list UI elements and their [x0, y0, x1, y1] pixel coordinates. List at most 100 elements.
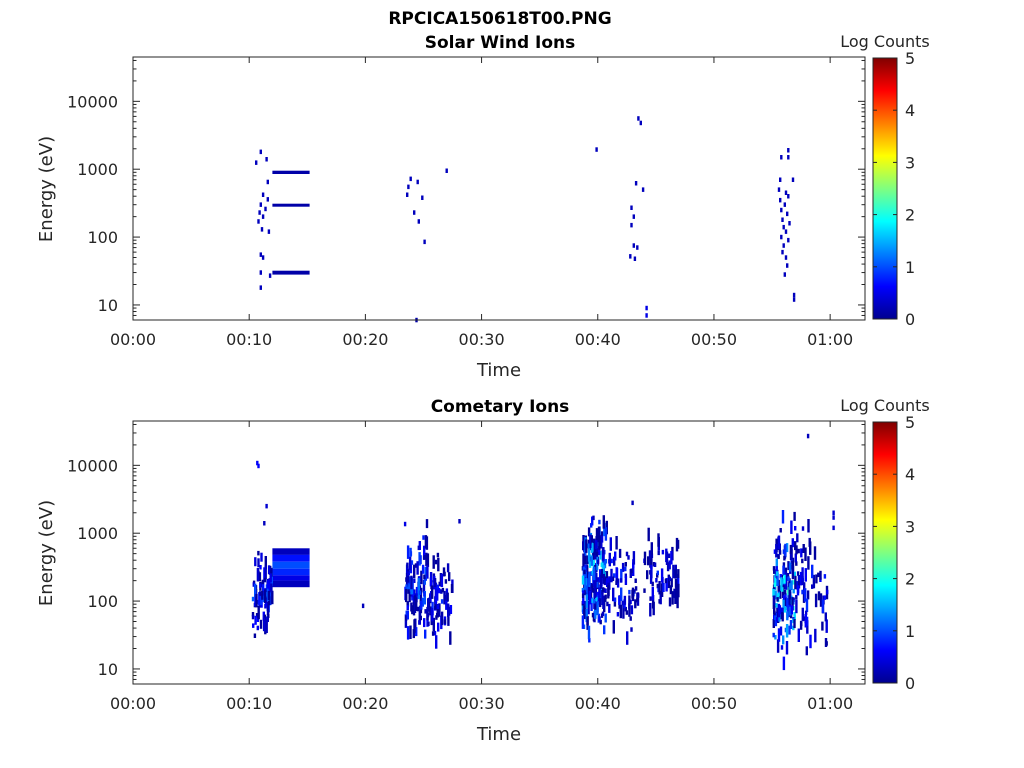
data-cell — [795, 561, 798, 566]
data-cell — [257, 463, 260, 469]
data-cell — [782, 656, 786, 671]
data-cell — [776, 639, 780, 653]
data-cell — [269, 591, 272, 606]
data-cell — [639, 120, 642, 126]
data-cell — [594, 609, 597, 619]
data-cell — [619, 604, 622, 619]
data-cell — [780, 577, 783, 591]
data-cell — [780, 155, 783, 160]
data-cell — [413, 564, 416, 579]
data-cell — [418, 541, 421, 550]
data-cell — [660, 568, 664, 582]
data-cell — [670, 578, 673, 588]
data-cell — [675, 589, 678, 599]
data-cell — [267, 229, 271, 234]
data-cell — [610, 568, 613, 583]
data-cell — [805, 616, 809, 626]
data-cell — [616, 578, 620, 588]
data-cell — [636, 245, 639, 250]
colorbar-tick-label: 5 — [905, 413, 915, 432]
data-cell — [407, 569, 410, 583]
data-cell — [787, 194, 790, 199]
data-cell — [660, 583, 664, 597]
data-cell — [804, 610, 808, 616]
data-cell — [259, 202, 262, 207]
data-cell — [261, 214, 265, 219]
data-cell — [782, 243, 785, 248]
data-cell — [796, 571, 800, 576]
data-cell — [256, 625, 259, 631]
data-cell — [804, 568, 807, 582]
data-cell — [813, 546, 817, 560]
data-cell — [668, 597, 672, 607]
data-cell — [418, 590, 422, 595]
data-cell — [782, 595, 786, 600]
data-cell — [446, 592, 449, 602]
data-cell — [415, 586, 419, 596]
data-cell — [595, 528, 599, 542]
data-cell — [777, 554, 780, 559]
data-cell — [621, 562, 625, 572]
data-cell — [591, 583, 594, 589]
band — [272, 203, 310, 207]
data-cell — [602, 564, 605, 574]
data-cell — [596, 601, 599, 616]
data-cell — [270, 583, 273, 593]
data-cell — [417, 606, 420, 612]
data-cell — [361, 603, 365, 609]
data-cell — [777, 579, 780, 594]
data-cell — [255, 593, 258, 608]
x-axis: 00:00 00:10 00:20 00:30 00:40 00:50 01:00 — [110, 421, 853, 713]
data-cell — [632, 243, 635, 248]
data-cell — [443, 590, 446, 605]
data-cell — [667, 553, 671, 558]
data-cell — [648, 550, 652, 560]
data-cell — [436, 552, 440, 558]
data-cell — [414, 563, 418, 568]
data-cell — [615, 580, 618, 585]
data-cell — [825, 619, 828, 633]
data-cell — [643, 551, 647, 566]
data-cell — [257, 605, 260, 620]
data-cell — [613, 597, 617, 602]
data-cell — [671, 591, 674, 605]
data-cell — [806, 590, 810, 600]
data-cell — [794, 575, 797, 590]
data-cell — [618, 595, 621, 605]
x-tick-label: 00:40 — [575, 694, 621, 713]
data-cell — [797, 548, 800, 554]
data-cell — [423, 574, 426, 580]
data-cell — [598, 536, 601, 550]
data-cell — [795, 545, 798, 555]
data-cell — [801, 567, 804, 581]
data-cell — [604, 527, 608, 541]
data-cell — [825, 641, 828, 646]
data-cell — [585, 539, 588, 553]
colorbar-tick-label: 3 — [905, 153, 915, 172]
data-cell — [790, 580, 793, 590]
data-cell — [425, 519, 429, 529]
data-cell — [406, 626, 410, 640]
data-cell — [604, 588, 607, 593]
y-tick-label: 10000 — [67, 92, 118, 111]
data-cell — [599, 575, 603, 589]
data-cell — [253, 633, 257, 638]
data-cell — [263, 577, 267, 583]
data-cell — [664, 578, 668, 584]
data-cell — [776, 597, 779, 602]
data-cell — [823, 595, 827, 600]
data-cell — [405, 616, 408, 621]
x-tick-label: 00:50 — [691, 694, 737, 713]
data-cell — [429, 606, 432, 616]
data-cell — [624, 566, 627, 572]
data-cell — [655, 578, 658, 583]
data-cell — [625, 610, 628, 615]
data-cell — [581, 603, 585, 613]
data-cell — [598, 546, 601, 556]
data-cell — [587, 600, 590, 615]
cometary-panel: Cometary Ions 00:00 00:10 00:20 00:30 00:40 0… — [36, 396, 930, 745]
y-tick-label: 1000 — [77, 524, 118, 543]
data-cell — [427, 621, 430, 627]
data-cell — [256, 460, 259, 466]
data-cell — [444, 579, 448, 584]
